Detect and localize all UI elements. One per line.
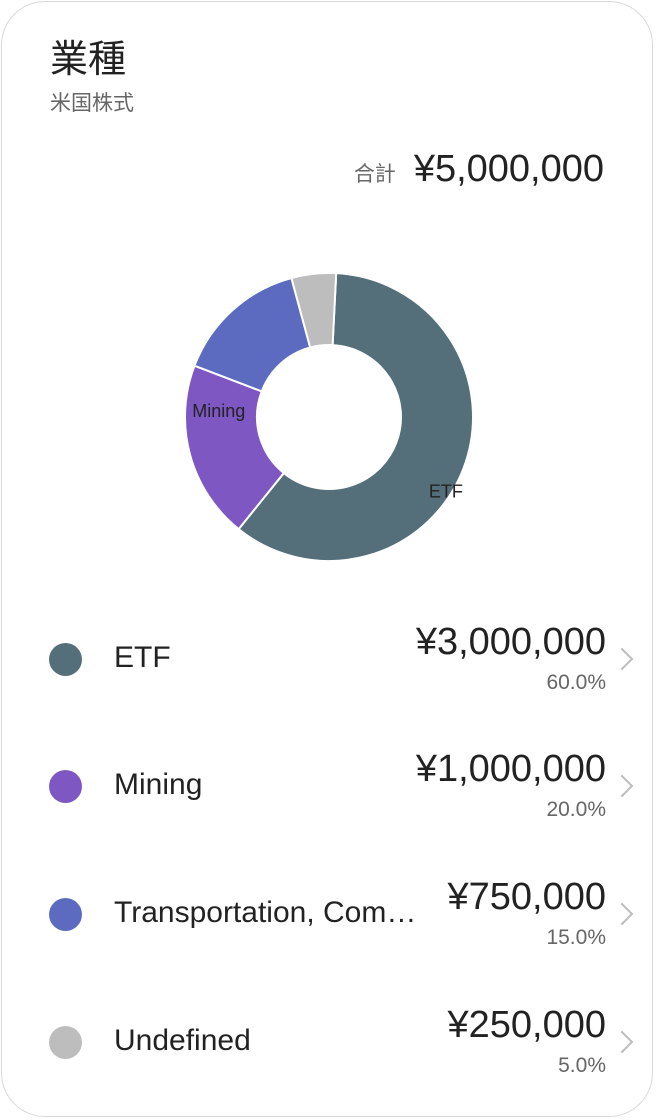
legend-dot-icon: [49, 643, 82, 676]
chevron-right-icon[interactable]: [610, 1030, 634, 1054]
card-subtitle: 米国株式: [50, 91, 134, 115]
legend-percent: 5.0%: [558, 1054, 606, 1077]
legend-label: Undefined: [114, 1024, 251, 1057]
legend-value: ¥1,000,000: [415, 748, 606, 790]
legend-label: Mining: [114, 768, 203, 801]
donut-chart: ETF Mining: [184, 272, 474, 562]
legend-row-etf[interactable]: ETF ¥3,000,000 60.0%: [2, 607, 654, 707]
chevron-right-icon[interactable]: [610, 774, 634, 798]
chevron-right-icon[interactable]: [610, 647, 634, 671]
legend-value: ¥250,000: [447, 1004, 607, 1046]
legend-row-undefined[interactable]: Undefined ¥250,000 5.0%: [2, 990, 654, 1090]
donut-slice-label: Mining: [192, 401, 245, 421]
total-label: 合計: [353, 162, 396, 186]
legend-value: ¥3,000,000: [415, 621, 606, 663]
total-value: ¥5,000,000: [413, 148, 604, 190]
legend-dot-icon: [49, 770, 82, 803]
legend-dot-icon: [49, 898, 82, 931]
chevron-right-icon[interactable]: [610, 902, 634, 926]
legend-row-transportation[interactable]: Transportation, Com… ¥750,000 15.0%: [2, 862, 654, 962]
donut-slice-0[interactable]: [237, 272, 474, 562]
legend-label: Transportation, Com…: [114, 896, 417, 929]
total-summary: 合計 ¥5,000,000: [354, 148, 604, 191]
legend-percent: 20.0%: [546, 798, 606, 821]
donut-slice-1[interactable]: [184, 364, 286, 531]
card-title: 業種: [50, 37, 127, 81]
legend-dot-icon: [49, 1026, 82, 1059]
legend-percent: 15.0%: [546, 926, 606, 949]
donut-slice-label: ETF: [429, 481, 463, 501]
legend-label: ETF: [114, 641, 171, 674]
legend-percent: 60.0%: [546, 671, 606, 694]
legend-row-mining[interactable]: Mining ¥1,000,000 20.0%: [2, 734, 654, 834]
donut-slice-3[interactable]: [290, 272, 338, 349]
legend-value: ¥750,000: [447, 876, 607, 918]
